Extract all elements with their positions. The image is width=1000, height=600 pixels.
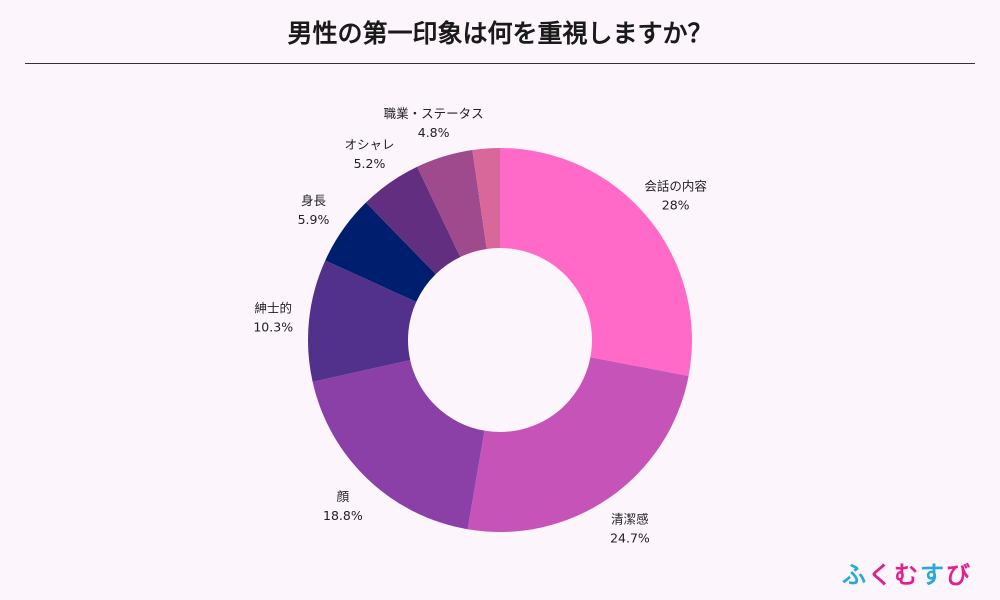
slice-5 bbox=[325, 202, 436, 302]
slice-value-7: 4.8% bbox=[418, 125, 450, 140]
slice-value-5: 5.9% bbox=[298, 212, 330, 227]
chart-title: 男性の第一印象は何を重視しますか？ bbox=[287, 19, 713, 48]
slice-value-4: 10.3% bbox=[253, 319, 293, 334]
slice-label-2: 清潔感 bbox=[611, 511, 649, 526]
slice-label-7: 職業・ステータス bbox=[384, 106, 484, 121]
slice-label-4: 紳士的 bbox=[254, 300, 292, 315]
slice-1 bbox=[500, 148, 692, 376]
brand-logo: ふくむすび bbox=[842, 555, 972, 590]
slice-value-2: 24.7% bbox=[610, 530, 650, 545]
slice-label-6: オシャレ bbox=[344, 137, 394, 152]
slice-label-1: 会話の内容 bbox=[644, 179, 707, 194]
slice-7 bbox=[417, 150, 487, 258]
slice-label-5: 身長 bbox=[301, 193, 327, 208]
slice-value-6: 5.2% bbox=[354, 156, 386, 171]
brand-char-2: く bbox=[868, 561, 894, 589]
slice-value-1: 28% bbox=[662, 198, 690, 213]
slice-2 bbox=[467, 357, 689, 532]
title-divider bbox=[25, 63, 975, 64]
brand-char-5: び bbox=[946, 561, 972, 589]
brand-char-4: す bbox=[920, 561, 946, 589]
slice-4 bbox=[308, 260, 417, 382]
slice-8 bbox=[472, 148, 500, 249]
slice-6 bbox=[365, 166, 461, 275]
slice-3 bbox=[312, 360, 485, 530]
slice-value-3: 18.8% bbox=[323, 508, 363, 523]
slice-label-3: 顔 bbox=[337, 489, 350, 504]
brand-char-3: む bbox=[894, 561, 920, 589]
brand-char-1: ふ bbox=[842, 561, 868, 589]
